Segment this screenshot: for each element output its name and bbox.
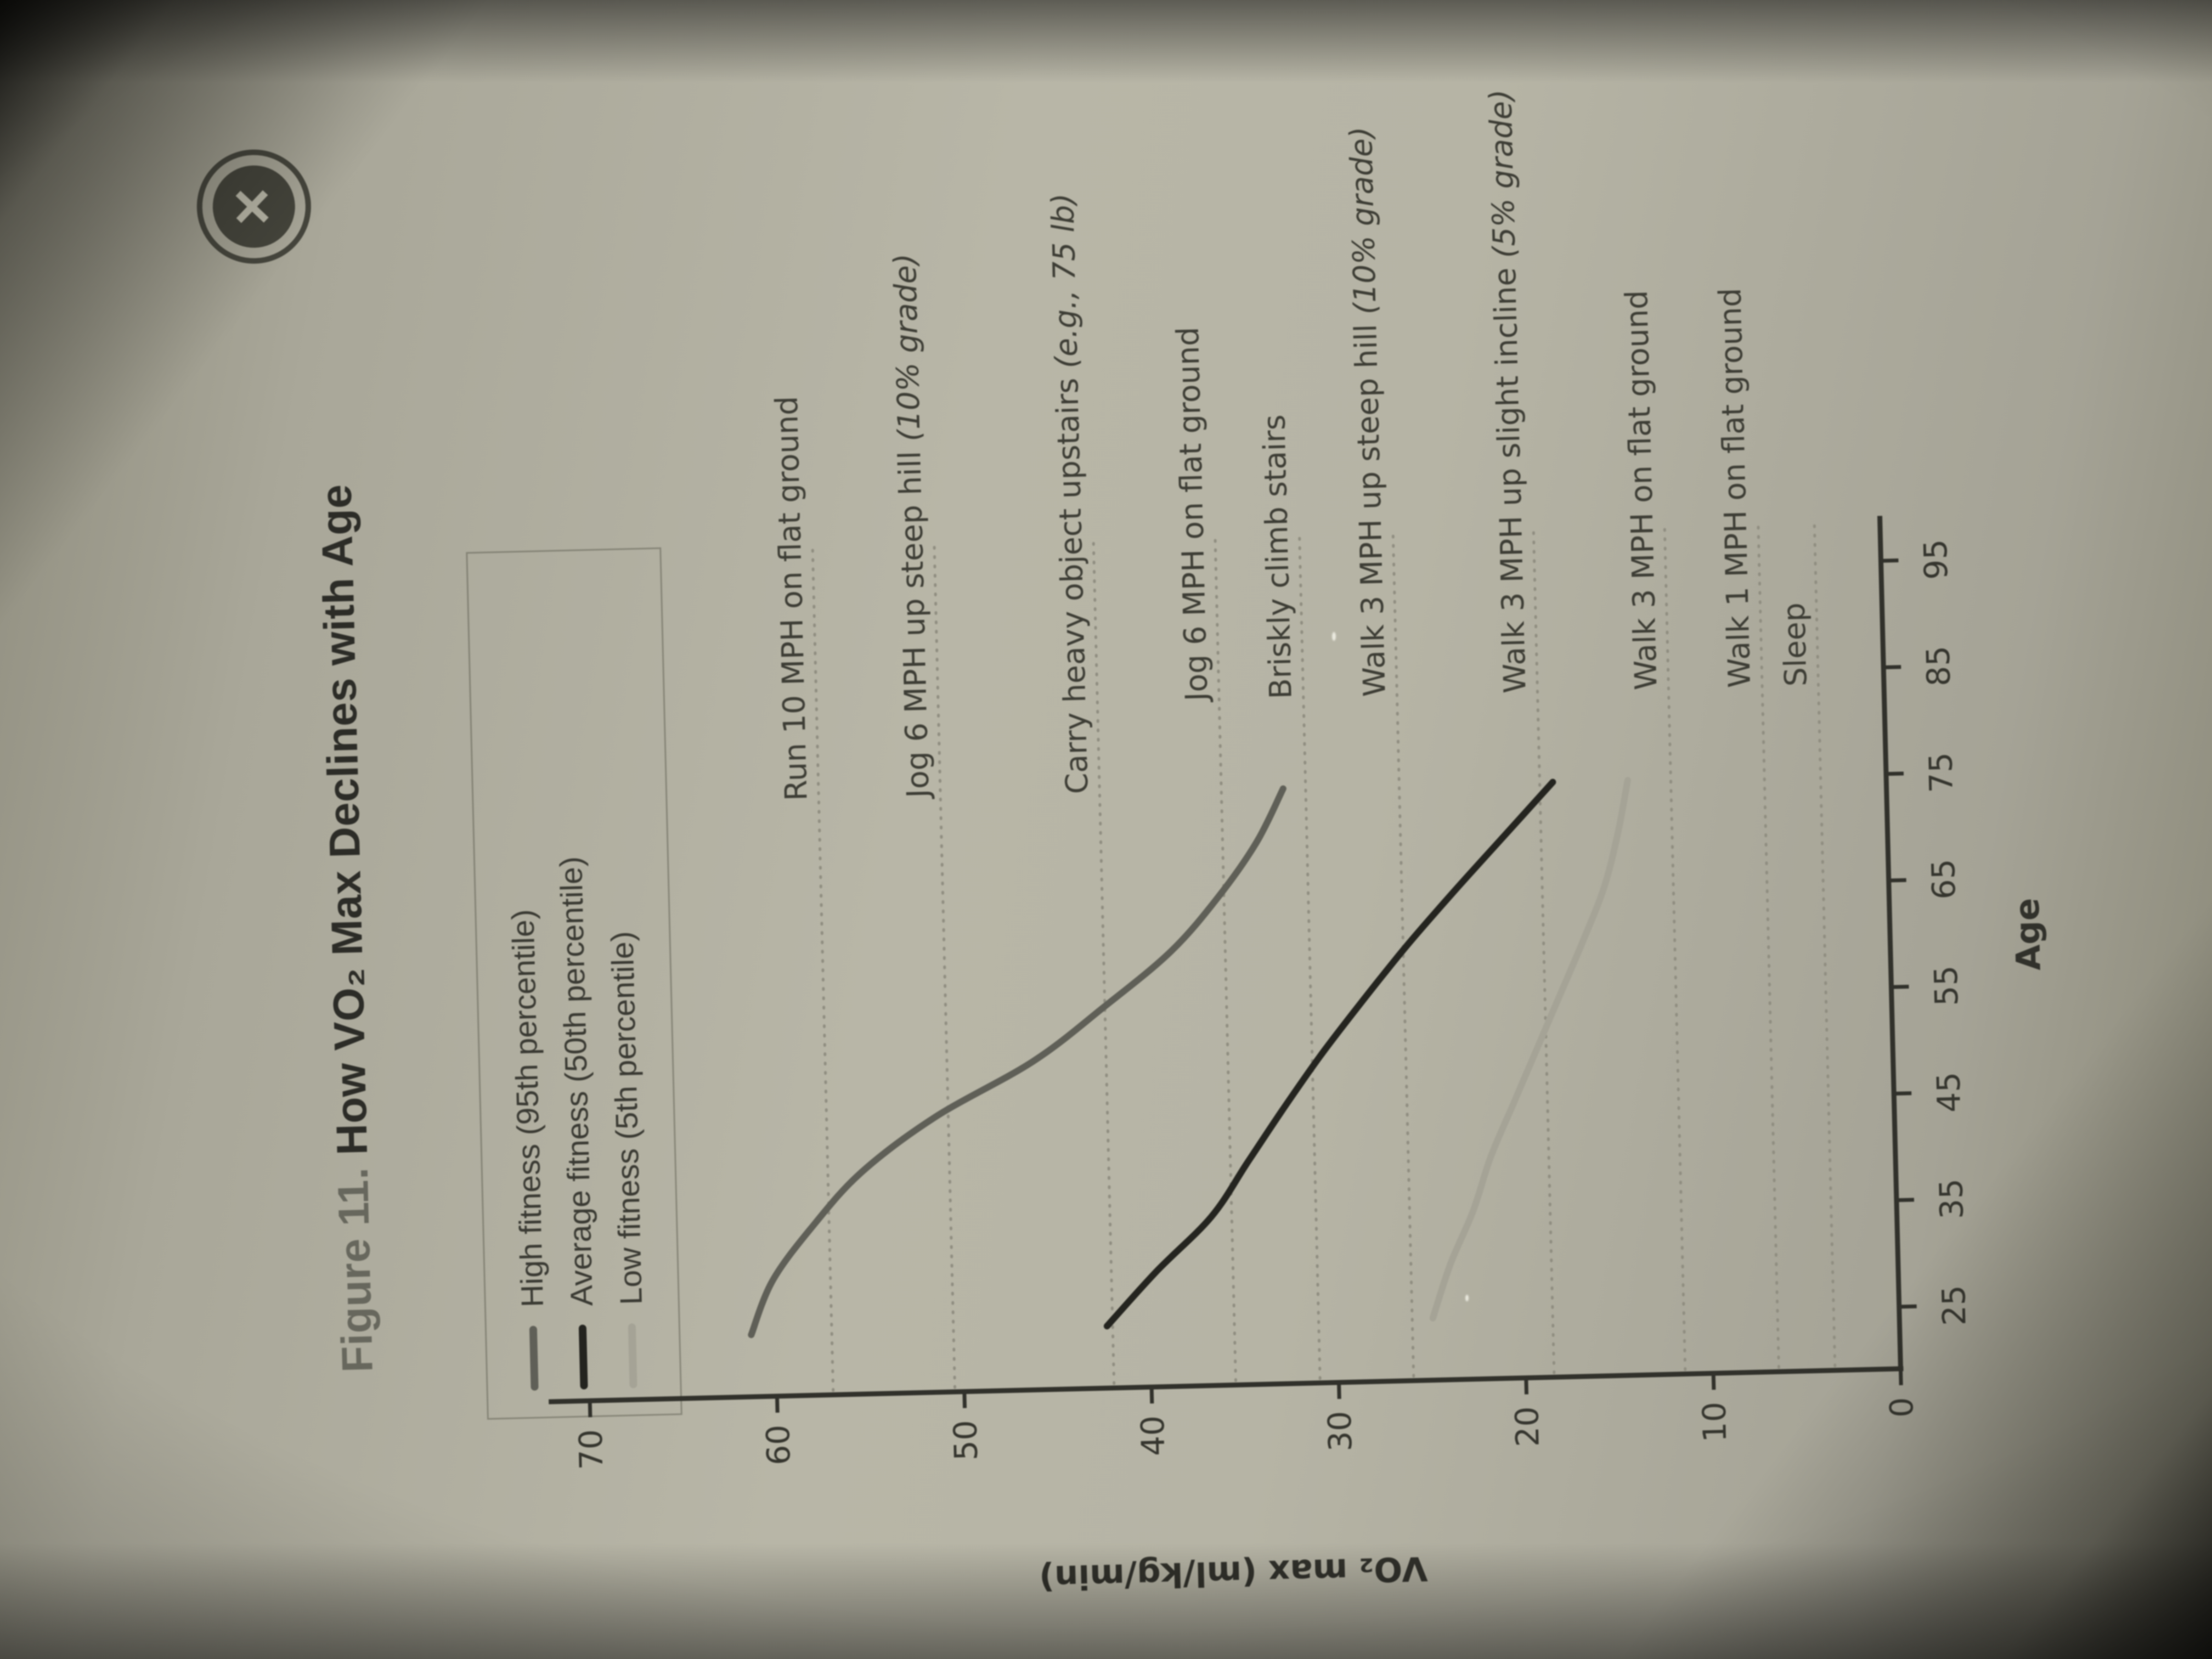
activity-label: Walk 1 MPH on flat ground	[1712, 287, 1757, 688]
y-axis-tick	[1711, 1373, 1716, 1390]
x-axis-tick-label: 25	[1935, 1285, 1973, 1326]
x-axis-tick	[1883, 665, 1901, 669]
reference-dotted-line	[1663, 526, 1687, 1372]
x-axis-tick	[1894, 1091, 1912, 1096]
x-axis-title: Age	[2008, 898, 2049, 971]
fitness-curve	[748, 785, 1286, 1339]
activity-label: Walk 3 MPH on flat ground	[1619, 290, 1664, 690]
y-axis-tick-label: 20	[1508, 1406, 1547, 1447]
y-axis-tick-label: 70	[572, 1429, 610, 1470]
y-axis-tick	[1898, 1368, 1903, 1385]
activity-label: Run 10 MPH on flat ground	[769, 396, 814, 801]
activity-label: Jog 6 MPH up steep hill (10% grade)	[887, 253, 935, 800]
y-axis-tick-label: 60	[759, 1424, 798, 1465]
activity-label: Carry heavy object upstairs (e.g., 75 lb…	[1045, 193, 1095, 794]
y-axis-line	[549, 1366, 1904, 1404]
reference-dotted-line	[1092, 539, 1116, 1385]
reference-dotted-line	[1298, 534, 1322, 1380]
y-axis-tick-label: 40	[1133, 1415, 1172, 1456]
y-axis-tick-label: 30	[1321, 1410, 1359, 1452]
x-axis-tick-label: 85	[1919, 645, 1957, 686]
x-axis-tick-label: 45	[1929, 1071, 1968, 1113]
y-axis-tick-label: 10	[1695, 1401, 1734, 1442]
activity-label: Jog 6 MPH on flat ground	[1170, 326, 1215, 703]
dust-speck	[1465, 1295, 1469, 1301]
x-axis-tick	[1888, 878, 1906, 883]
fitness-curve	[1103, 778, 1556, 1330]
x-axis-line	[1877, 516, 1904, 1372]
x-axis-tick-label: 65	[1925, 859, 1963, 900]
reference-dotted-line	[933, 543, 957, 1389]
activity-label: Briskly climb stairs	[1256, 414, 1299, 699]
reference-dotted-line	[1813, 522, 1837, 1368]
y-axis-tick	[962, 1391, 967, 1408]
fitness-curve	[1429, 777, 1631, 1322]
activity-label: Sleep	[1776, 602, 1814, 687]
x-axis-tick	[1881, 558, 1899, 563]
reference-dotted-line	[1757, 523, 1780, 1369]
reference-dotted-line	[1214, 537, 1238, 1383]
activity-label: Walk 3 MPH up steep hill (10% grade)	[1343, 126, 1392, 697]
y-axis-title: VO₂ max (ml/kg/min)	[1039, 1549, 1428, 1597]
y-axis-tick-label: 0	[1883, 1397, 1921, 1418]
x-axis-tick	[1891, 984, 1909, 989]
x-axis-tick-label: 35	[1932, 1178, 1971, 1220]
x-axis-tick-label: 75	[1922, 752, 1960, 793]
y-axis-tick	[1524, 1378, 1529, 1395]
dust-speck	[1332, 632, 1336, 641]
y-axis-tick-label: 50	[946, 1420, 985, 1461]
activity-label: Walk 3 MPH up slight incline (5% grade)	[1483, 89, 1533, 693]
x-axis-tick-label: 55	[1927, 965, 1966, 1006]
reference-dotted-line	[811, 546, 835, 1392]
x-axis-tick	[1899, 1304, 1917, 1309]
x-axis-tick-label: 95	[1917, 539, 1955, 580]
reference-dotted-line	[1532, 529, 1556, 1374]
